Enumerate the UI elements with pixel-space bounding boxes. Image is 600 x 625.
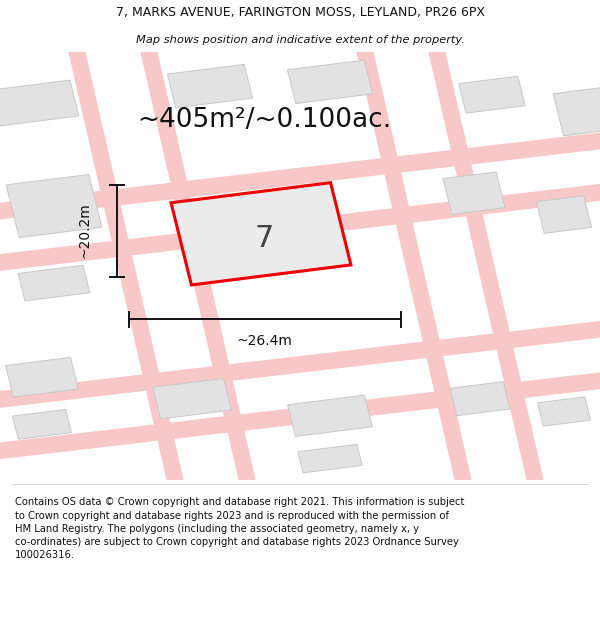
Polygon shape <box>0 80 79 126</box>
Polygon shape <box>13 409 71 439</box>
Polygon shape <box>298 444 362 473</box>
Polygon shape <box>18 265 90 301</box>
Text: Map shows position and indicative extent of the property.: Map shows position and indicative extent… <box>136 36 464 46</box>
Polygon shape <box>553 88 600 136</box>
Polygon shape <box>167 64 253 108</box>
Polygon shape <box>287 60 373 104</box>
Polygon shape <box>450 382 510 416</box>
Polygon shape <box>5 357 79 397</box>
Text: ~405m²/~0.100ac.: ~405m²/~0.100ac. <box>137 107 391 133</box>
Polygon shape <box>152 378 232 419</box>
Text: ~26.4m: ~26.4m <box>237 334 293 348</box>
Polygon shape <box>171 182 351 285</box>
Text: ~20.2m: ~20.2m <box>77 202 91 259</box>
Polygon shape <box>287 395 373 436</box>
Polygon shape <box>6 174 102 238</box>
Text: 7: 7 <box>254 224 274 253</box>
Polygon shape <box>443 172 505 214</box>
Polygon shape <box>536 196 592 233</box>
Polygon shape <box>538 397 590 426</box>
Polygon shape <box>459 76 525 113</box>
Text: 7, MARKS AVENUE, FARINGTON MOSS, LEYLAND, PR26 6PX: 7, MARKS AVENUE, FARINGTON MOSS, LEYLAND… <box>115 6 485 19</box>
Text: Contains OS data © Crown copyright and database right 2021. This information is : Contains OS data © Crown copyright and d… <box>15 498 464 560</box>
